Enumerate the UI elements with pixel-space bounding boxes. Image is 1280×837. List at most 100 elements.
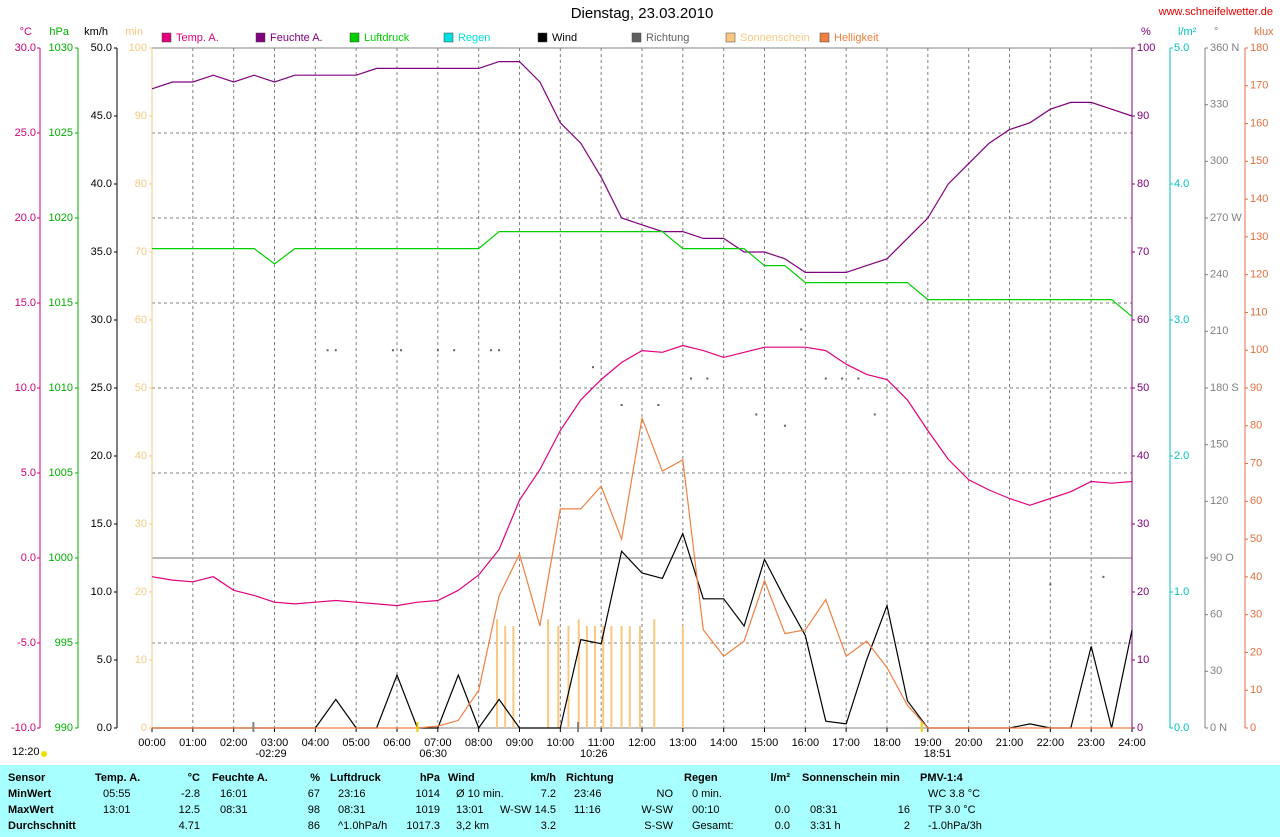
y-tick-label: 15.0 [91, 518, 112, 530]
y-tick-label: 20 [1137, 586, 1149, 598]
legend-swatch [255, 32, 266, 43]
col-header: Feuchte A. [212, 770, 320, 786]
cell-text: WC 3.8 °C [928, 788, 981, 800]
cell: 00:10 [692, 802, 790, 818]
y-tick-label: 10.0 [91, 586, 112, 598]
x-tick-label: 03:00 [261, 737, 289, 749]
x-tick-label: 08:00 [465, 737, 493, 749]
y-tick-label: 15.0 [15, 297, 36, 309]
y-tick-label: 160 [1250, 117, 1268, 129]
x-tick-label: 00:00 [138, 737, 166, 749]
y-tick-label: 80 [1137, 178, 1149, 190]
legend-swatch [443, 32, 454, 43]
cell-text: 7.2 [540, 788, 556, 800]
row-label-text: MinWert [8, 788, 52, 800]
col-unit-text: hPa [419, 772, 440, 784]
row-label: MaxWert [8, 802, 88, 818]
y-tick-label: 120 [1210, 495, 1228, 507]
x-tick-label: 24:00 [1118, 737, 1146, 749]
y-tick-label: 110 [1250, 306, 1268, 318]
col-header: Regen [684, 770, 790, 786]
cell: 86 [212, 818, 320, 834]
col-unit: km/h [448, 770, 556, 786]
direction-dot [620, 404, 623, 406]
y-tick-label: 90 O [1210, 552, 1234, 564]
col-header-text: Richtung [566, 772, 614, 784]
cell: Ø 10 min. [456, 786, 556, 802]
cell-text: 3.2 [540, 820, 556, 832]
x-tick-label: 15:00 [751, 737, 779, 749]
source: www.schneifelwetter.de [1158, 6, 1273, 18]
direction-dot [489, 349, 492, 352]
row-label: Sensor [8, 770, 88, 786]
col-header: PMV-1:4 [920, 770, 1030, 786]
cell-text: 23:16 [338, 788, 366, 800]
x-tick-label: 14:00 [710, 737, 738, 749]
y-tick-label: 0.0 [1174, 722, 1189, 734]
y-tick-label: 5.0 [21, 467, 36, 479]
col-header: Luftdruck [330, 770, 440, 786]
cell: NO [566, 786, 674, 802]
col-unit-text: l/m² [770, 772, 790, 784]
cell-text: 11:16 [574, 804, 601, 816]
cell: 0.0 [684, 818, 790, 834]
cell: 3,2 km [456, 818, 556, 834]
direction-dot [436, 349, 439, 352]
y-tick-label: 80 [135, 178, 147, 190]
y-tick-label: 50 [1137, 382, 1149, 394]
y-axis-unit: l/m² [1178, 26, 1197, 38]
direction-dot [824, 377, 827, 380]
cell: 23:46 [574, 786, 673, 802]
cell-text: 98 [307, 804, 320, 816]
y-tick-label: 30 [1250, 609, 1262, 621]
direction-dot [592, 366, 594, 369]
event-label: 06:30 [419, 748, 447, 760]
cell: 67 [212, 786, 320, 802]
chart-title: Dienstag, 23.03.2010 [571, 5, 714, 22]
y-axis-unit: ° [1214, 26, 1218, 38]
y-tick-label: 5.0 [1174, 42, 1189, 54]
cell: -1.0hPa/3h [928, 818, 1030, 834]
y-tick-label: 2.0 [1174, 450, 1189, 462]
cell-text: 13:01 [456, 804, 484, 816]
y-tick-label: 270 W [1210, 212, 1242, 224]
y-tick-label: 20 [1250, 646, 1262, 658]
y-tick-label: 240 [1210, 269, 1228, 281]
direction-dot [755, 413, 758, 416]
x-tick-label: 04:00 [302, 737, 330, 749]
y-tick-label: 995 [55, 637, 73, 649]
col-header: Wind [448, 770, 556, 786]
cell: WC 3.8 °C [928, 786, 1030, 802]
day-length: 12:20 [12, 746, 40, 758]
y-tick-label: 80 [1250, 420, 1262, 432]
row-label-text: MaxWert [8, 804, 54, 816]
cell: 3.2 [448, 818, 556, 834]
cell: 05:55 [103, 786, 200, 802]
cell-text: 13:01 [103, 804, 131, 816]
y-tick-label: 60 [1250, 495, 1262, 507]
y-tick-label: 30 [1137, 518, 1149, 530]
cell-text: W-SW [641, 804, 673, 816]
legend-swatch [631, 32, 642, 43]
direction-dot [841, 377, 844, 380]
cell: 16:01 [220, 786, 320, 802]
y-tick-label: 1025 [49, 127, 73, 139]
y-tick-label: 50 [135, 382, 147, 394]
y-tick-label: 0 [141, 722, 147, 734]
legend-swatch [349, 32, 360, 43]
direction-dot [857, 377, 860, 380]
col-header-text: Luftdruck [330, 772, 381, 784]
cell-text: 2 [903, 820, 910, 832]
direction-dot [873, 413, 876, 416]
col-header-text: Feuchte A. [212, 772, 268, 784]
y-tick-label: 0 [1250, 722, 1256, 734]
x-tick-label: 17:00 [832, 737, 860, 749]
y-axis-unit: % [1141, 26, 1151, 38]
y-tick-label: -10.0 [11, 722, 36, 734]
y-tick-label: 1015 [49, 297, 73, 309]
y-tick-label: 10.0 [15, 382, 36, 394]
x-tick-label: 22:00 [1037, 737, 1065, 749]
col-unit: l/m² [684, 770, 790, 786]
cell-text: 0.0 [774, 820, 790, 832]
direction-dot [1049, 583, 1052, 586]
